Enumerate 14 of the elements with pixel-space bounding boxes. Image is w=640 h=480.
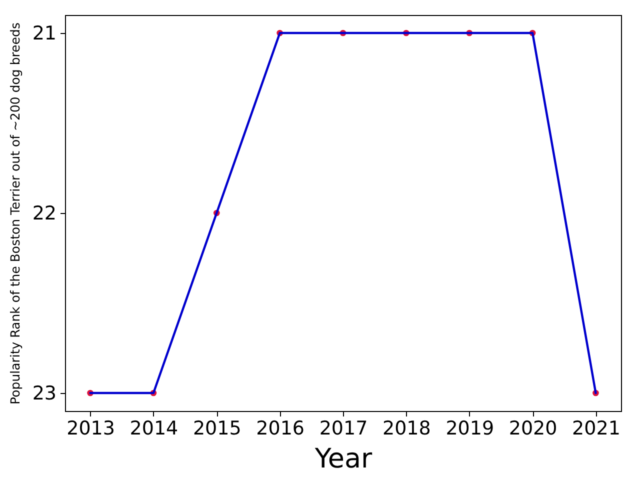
x-tick-label: 2018 (382, 418, 431, 440)
x-tick-label: 2021 (572, 418, 620, 440)
y-axis-title: Popularity Rank of the Boston Terrier out of ~200 dog breeds (7, 22, 22, 404)
x-tick-label: 2016 (256, 418, 304, 440)
x-tick-label: 2017 (319, 418, 368, 440)
x-tick-label: 2013 (66, 418, 115, 440)
x-tick-label: 2015 (192, 418, 242, 440)
y-tick-label: 22 (32, 202, 56, 224)
x-tick-label: 2014 (130, 418, 178, 440)
y-tick-label: 21 (32, 22, 56, 44)
y-tick-label: 23 (32, 382, 56, 404)
x-tick-label: 2020 (508, 418, 558, 440)
x-axis-title: Year (314, 444, 373, 474)
x-tick-label: 2019 (446, 418, 494, 440)
